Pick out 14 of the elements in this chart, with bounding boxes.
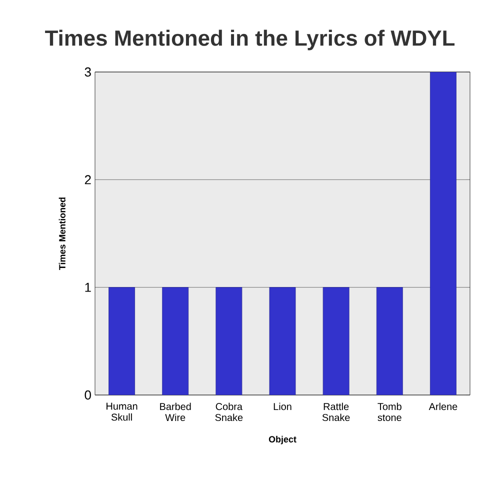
x-tick-label: Rattle Snake	[322, 402, 350, 422]
x-tick-label: Arlene	[428, 402, 458, 410]
y-tick-label: 1	[85, 282, 91, 292]
x-tick-label: Cobra Snake	[215, 402, 243, 422]
x-axis-title: Object	[268, 436, 296, 444]
x-tick-label: Human Skull	[106, 402, 138, 421]
y-tick-label: 3	[84, 67, 91, 77]
x-tick-label: Tomb stone	[378, 402, 402, 422]
y-axis-title: Times Mentioned	[58, 198, 66, 270]
x-tick-label: Lion	[274, 402, 292, 410]
chart-title: Times Mentioned in the Lyrics of WDYL	[45, 30, 455, 50]
x-tick-label: Barbed Wire	[160, 402, 191, 422]
y-tick-label: 2	[84, 175, 91, 184]
y-tick-label: 0	[84, 390, 91, 400]
